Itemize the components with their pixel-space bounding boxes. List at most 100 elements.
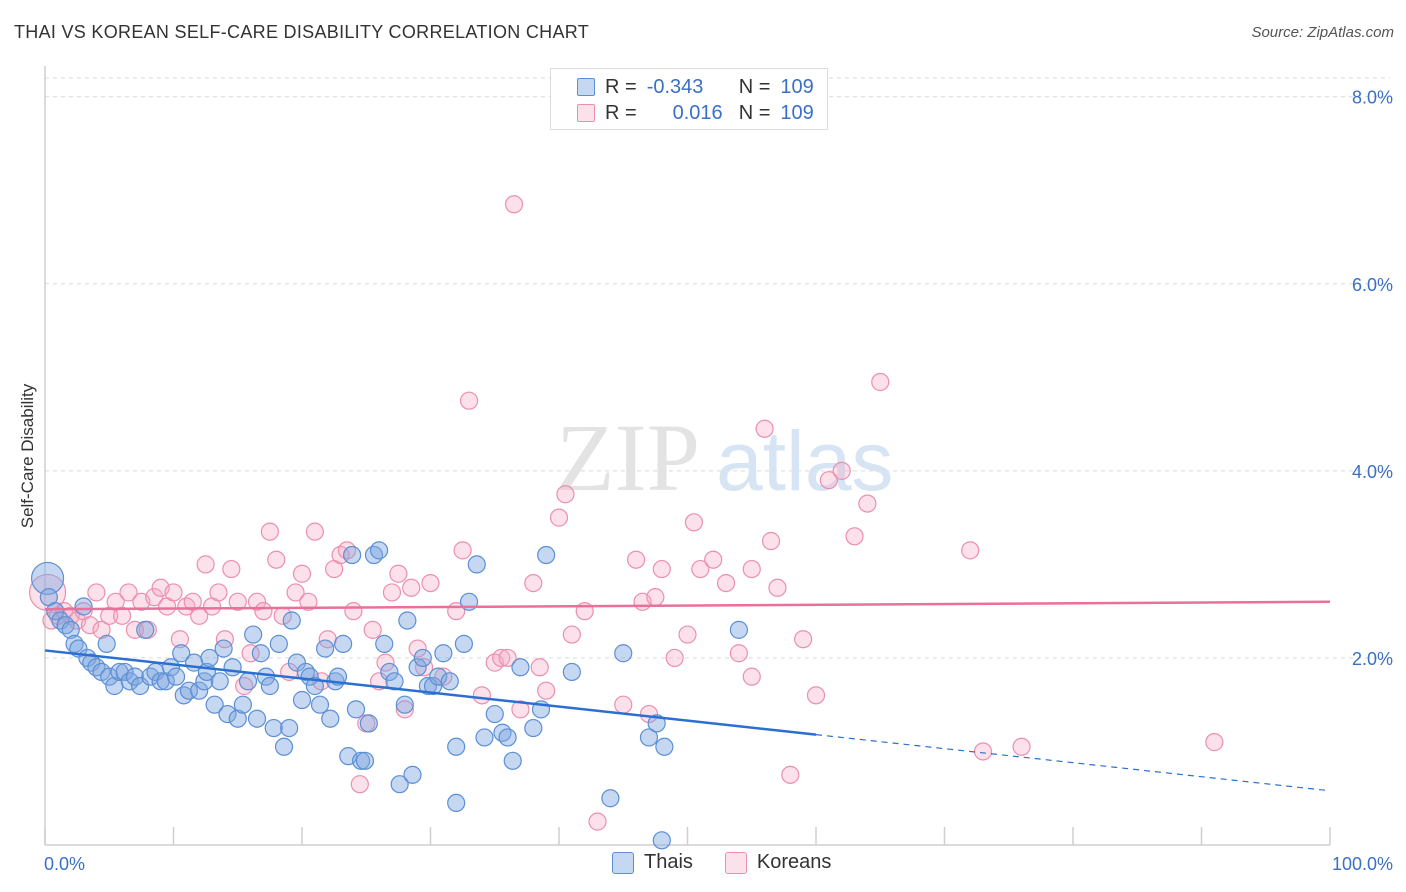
korean-point: [537, 681, 556, 700]
thai-point: [485, 704, 504, 724]
korean-point: [832, 461, 851, 480]
x-tick-label: 100.0%: [1332, 854, 1393, 874]
korean-point: [395, 700, 414, 719]
correlation-legend: R = -0.343 N = 109 R = 0.016 N = 109: [550, 68, 828, 130]
thai-point: [264, 718, 283, 738]
legend-swatch-thais: [612, 851, 634, 874]
source-label: Source: ZipAtlas.com: [1251, 24, 1394, 41]
korean-point: [768, 578, 787, 597]
korean-point: [498, 648, 517, 668]
thai-point: [130, 676, 150, 696]
korean-point: [267, 550, 286, 569]
thai-point: [260, 676, 279, 696]
korean-point: [472, 686, 491, 705]
thai-point: [447, 737, 466, 756]
thai-point: [447, 793, 466, 813]
korean-point: [973, 742, 993, 761]
thai-point: [380, 662, 399, 682]
thai-point: [210, 672, 229, 691]
korean-point: [755, 419, 774, 438]
thai-point: [136, 620, 155, 639]
korean-point: [408, 639, 427, 658]
korean-point: [492, 648, 511, 668]
thai-point: [316, 639, 335, 658]
korean-point: [80, 616, 100, 635]
korean-point: [511, 700, 530, 719]
thai-point: [190, 681, 209, 700]
legend-r-value: 0.016: [672, 101, 723, 124]
legend-n-value: 109: [780, 75, 814, 98]
thai-point: [403, 765, 422, 784]
korean-point: [639, 704, 659, 724]
thai-point: [251, 644, 270, 663]
thai-point: [223, 658, 242, 677]
y-tick-label: 4.0%: [1352, 462, 1393, 482]
thai-point: [247, 709, 267, 728]
korean-point: [761, 531, 781, 551]
thai-point: [115, 662, 134, 682]
korean-point: [241, 644, 260, 663]
y-axis-label: Self-Care Disability: [18, 383, 37, 529]
thai-point: [238, 672, 258, 691]
korean-point: [845, 527, 864, 546]
thai-point: [647, 714, 666, 733]
thai-point: [408, 658, 427, 677]
grid-lines: [45, 77, 1390, 659]
korean-point: [260, 522, 279, 541]
korean-point: [524, 573, 543, 593]
thai-point: [655, 737, 674, 756]
legend-item-koreans[interactable]: Koreans: [724, 851, 831, 874]
legend-swatch-koreans: [577, 104, 595, 122]
korean-point: [125, 620, 145, 639]
thai-point: [310, 695, 330, 714]
thai-point: [343, 545, 362, 565]
korean-point: [530, 658, 549, 677]
korean-point: [170, 630, 190, 649]
korean-point: [119, 583, 138, 602]
thai-point: [503, 751, 522, 770]
korean-point: [305, 522, 324, 541]
thai-trend-extension: [815, 734, 1331, 792]
thai-point: [562, 662, 581, 682]
thai-point: [125, 667, 145, 686]
korean-point: [87, 583, 106, 602]
legend-row-thais: R = -0.343 N = 109: [577, 75, 814, 99]
korean-point: [858, 494, 877, 513]
korean-point: [1205, 733, 1224, 752]
korean-point: [716, 573, 736, 593]
korean-point: [665, 648, 684, 668]
thai-point: [74, 597, 93, 616]
x-tick-label: 0.0%: [44, 854, 85, 874]
legend-r-value: -0.343: [646, 75, 704, 98]
thai-point: [218, 704, 237, 724]
thai-point: [334, 634, 353, 653]
korean-point: [453, 541, 472, 560]
korean-point: [806, 686, 826, 705]
legend-label-thais: Thais: [644, 851, 693, 873]
korean-point: [556, 485, 575, 504]
thai-point: [355, 751, 375, 770]
korean-point: [376, 653, 395, 672]
korean-point: [871, 372, 890, 392]
watermark: ZIP atlas: [556, 404, 893, 511]
korean-point: [588, 812, 607, 831]
thai-point: [454, 634, 474, 653]
korean-point: [1012, 737, 1031, 756]
watermark-zip: ZIP: [556, 404, 700, 511]
thai-point: [292, 690, 312, 710]
thai-point: [179, 681, 199, 700]
thai-point: [244, 625, 263, 644]
y-tick-label: 8.0%: [1352, 88, 1393, 108]
legend-item-thais[interactable]: Thais: [612, 851, 693, 874]
korean-point: [196, 555, 215, 574]
series-legend: Thais Koreans: [612, 851, 863, 874]
thai-point: [359, 714, 378, 733]
korean-point: [292, 564, 312, 583]
thai-point: [370, 541, 389, 560]
korean-point: [382, 583, 402, 602]
korean-point: [549, 508, 569, 527]
korean-point: [704, 550, 723, 569]
thai-point: [352, 751, 371, 770]
thai-point: [282, 611, 301, 630]
korean-point: [209, 583, 228, 602]
